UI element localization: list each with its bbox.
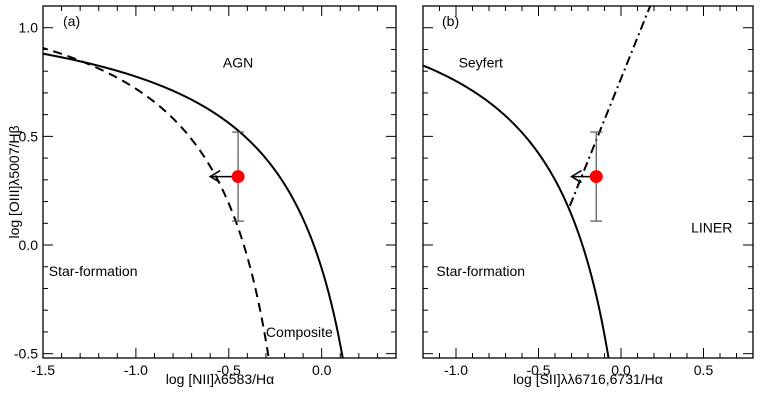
panel-a: -1.5 -1.0 -0.5 0.0 -0.5 0.0 0.5 1.0 AGN Star-for…: [6, 5, 397, 387]
data-point: [589, 170, 603, 184]
region-label-star-formation: Star-formation: [49, 263, 138, 279]
y-tick-label: -0.5: [14, 346, 38, 362]
panel-a-ticks: -1.5 -1.0 -0.5 0.0 -0.5 0.0 0.5 1.0: [14, 5, 397, 378]
upper-limit-arrow-head: [208, 169, 221, 184]
region-label-agn: AGN: [223, 54, 253, 70]
x-tick-label: 0.0: [312, 362, 332, 378]
region-label-seyfert: Seyfert: [459, 54, 503, 70]
y-tick-label: 1.0: [19, 20, 39, 36]
panel-a-label: (a): [63, 13, 80, 29]
panel-b-curves: [423, 6, 652, 358]
upper-limit-arrow-head: [570, 169, 582, 184]
x-tick-label: 0.5: [694, 362, 714, 378]
panel-b-x-axis-label: log [SII]λλ6716,6731/Hα: [513, 371, 663, 387]
panel-a-frame: [42, 5, 397, 359]
x-tick-label: -1.0: [444, 362, 468, 378]
kewley-curve: [43, 52, 344, 358]
line-curve: [568, 6, 652, 207]
panel-a-x-axis-label: log [NII]λ6583/Hα: [166, 371, 274, 387]
x-tick-label: -1.5: [31, 362, 55, 378]
panel-a-data-point: [208, 131, 245, 222]
kauffmann-curve: [43, 47, 270, 358]
panel-b-label: (b): [442, 13, 459, 29]
y-tick-label: 0.0: [19, 237, 39, 253]
x-tick-label: 0.0: [611, 362, 631, 378]
region-label-composite: Composite: [266, 324, 333, 340]
region-label-liner: LINER: [691, 220, 732, 236]
region-label-star-formation: Star-formation: [436, 263, 525, 279]
x-tick-label: -0.5: [217, 362, 241, 378]
panel-b: -1.0 -0.5 0.0 0.5 Seyfert Star-formation LINE…: [422, 5, 754, 387]
panel-a-region-labels: AGN Star-formation Composite: [49, 54, 333, 339]
panel-b-data-point: [570, 131, 603, 222]
data-point: [231, 170, 245, 184]
y-tick-label: 0.5: [19, 128, 39, 144]
kewley-curve: [423, 64, 610, 358]
x-tick-label: -0.5: [526, 362, 550, 378]
panel-b-region-labels: Seyfert Star-formation LINER: [436, 54, 732, 279]
x-tick-label: -1.0: [124, 362, 148, 378]
panel-b-ticks: -1.0 -0.5 0.0 0.5: [423, 5, 754, 378]
panel-a-curves: [43, 47, 344, 358]
panel-a-y-axis-label: log [OIII]λ5007/Hβ: [6, 125, 22, 238]
